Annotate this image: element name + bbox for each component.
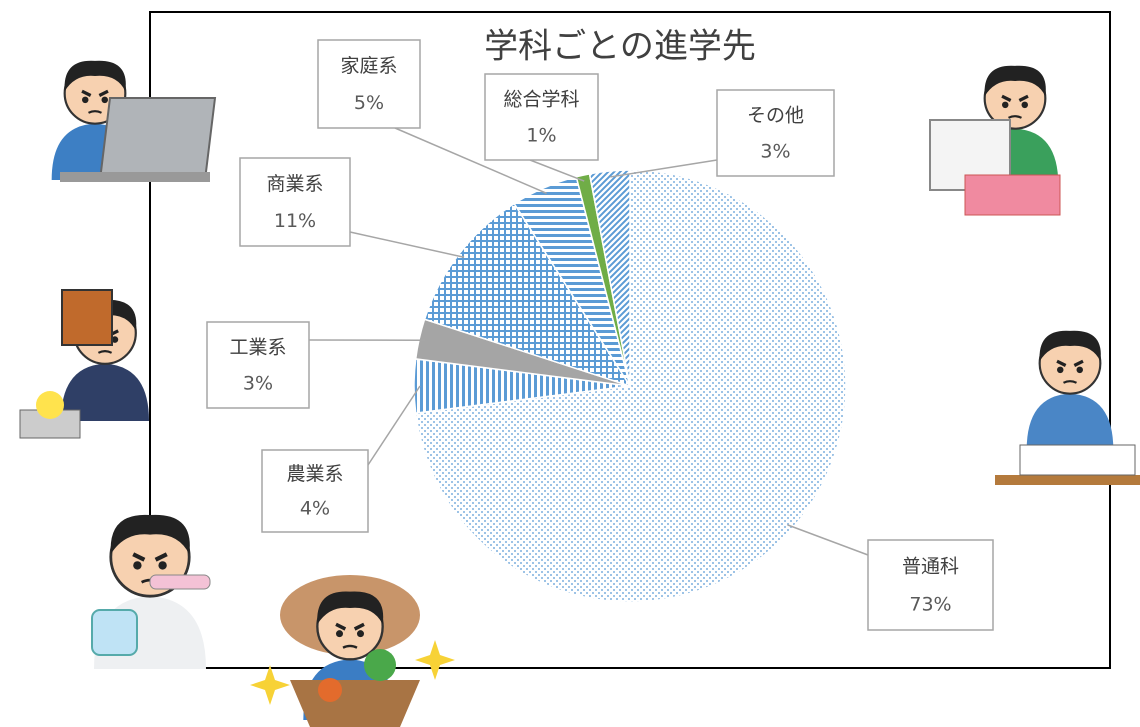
illustration-laptop	[50, 59, 217, 182]
leader-line	[367, 385, 421, 466]
category-label: 農業系	[286, 463, 343, 485]
leader-line	[349, 231, 465, 259]
illustration-welder	[19, 289, 151, 439]
category-label: 普通科	[902, 556, 959, 578]
pie-slice	[423, 202, 632, 388]
value-label: 5%	[354, 92, 384, 114]
value-label: 4%	[300, 498, 330, 520]
illustrations	[19, 59, 1140, 727]
pie	[413, 169, 847, 603]
label-box	[261, 449, 369, 533]
category-label: 工業系	[229, 336, 286, 358]
illustration-farmer	[250, 575, 455, 727]
label-box	[317, 39, 421, 129]
label-box	[206, 321, 310, 409]
category-label: 家庭系	[340, 55, 397, 77]
chart-title: 学科ごとの進学先	[484, 27, 756, 67]
leader-line	[529, 159, 585, 182]
value-label: 3%	[760, 140, 790, 162]
leader-line	[394, 127, 547, 194]
value-label: 3%	[243, 372, 273, 394]
label-box	[716, 89, 835, 177]
leader-line	[787, 524, 869, 556]
value-label: 1%	[526, 124, 556, 146]
leader-line	[610, 159, 718, 178]
illustration-scientist	[91, 515, 211, 669]
value-label: 73%	[909, 593, 951, 615]
category-label: その他	[747, 104, 804, 126]
label-box	[867, 539, 994, 631]
category-label: 商業系	[266, 173, 323, 195]
illustration-sewing	[929, 64, 1061, 216]
label-box	[239, 157, 351, 247]
category-label: 総合学科	[503, 88, 579, 110]
illustration-studying	[995, 329, 1140, 485]
pie-slice	[588, 169, 631, 387]
label-box	[484, 73, 599, 161]
value-label: 11%	[274, 210, 316, 232]
